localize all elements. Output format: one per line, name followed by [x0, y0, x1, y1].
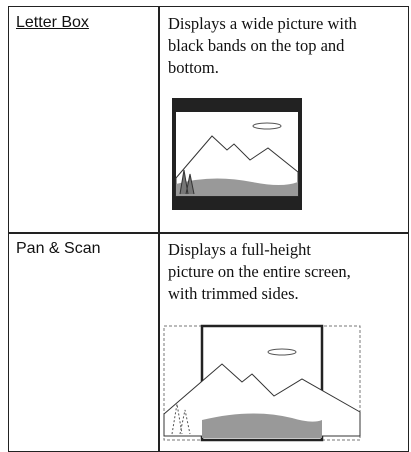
row-description: Displays a full-height picture on the ent…	[168, 239, 351, 305]
description-line: Displays a full-height	[168, 240, 311, 259]
description-line: picture on the entire screen,	[168, 262, 351, 281]
panscan-illustration	[163, 324, 361, 442]
description-line: black bands on the top and	[168, 36, 345, 55]
description-line: bottom.	[168, 58, 219, 77]
row-label: Pan & Scan	[16, 240, 101, 257]
description-line: Displays a wide picture with	[168, 14, 357, 33]
description-line: with trimmed sides.	[168, 284, 299, 303]
row-label: Letter Box	[16, 14, 89, 31]
table-cell	[8, 232, 160, 452]
table-cell	[8, 6, 160, 234]
row-description: Displays a wide picture with black bands …	[168, 13, 357, 79]
table-cell	[158, 6, 409, 234]
letterbox-illustration	[172, 98, 302, 210]
